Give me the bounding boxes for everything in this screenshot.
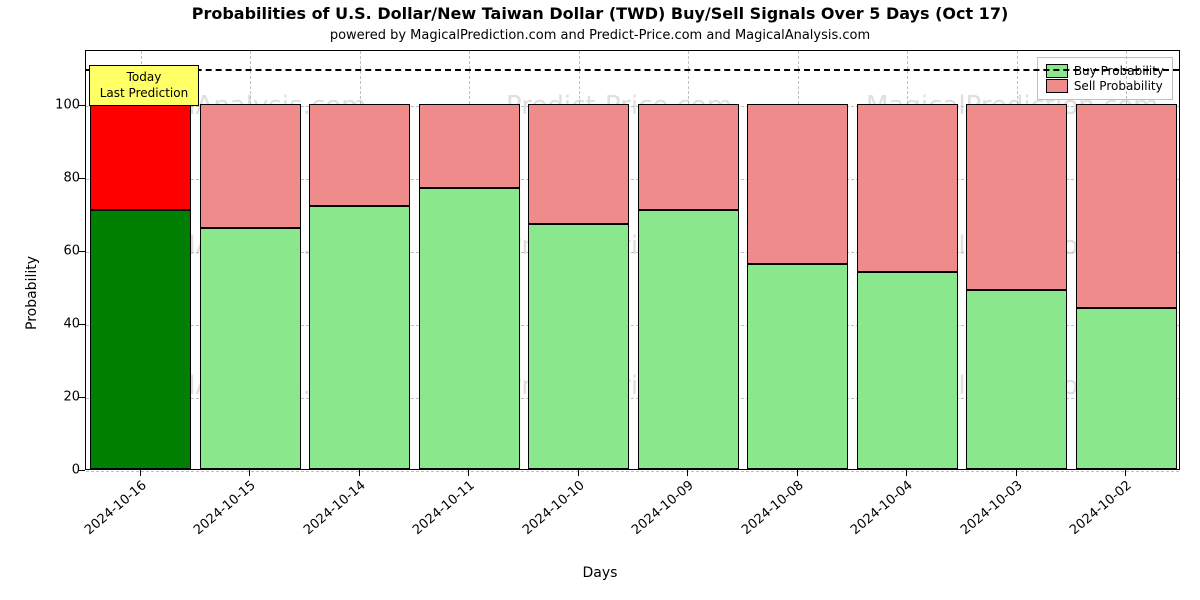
bar-group: [747, 104, 848, 469]
x-tick-mark: [140, 470, 141, 476]
bar-sell: [966, 104, 1067, 290]
annotation-line-last: Last Prediction: [100, 86, 188, 102]
bar-buy: [90, 210, 191, 469]
y-tick-mark: [79, 324, 85, 325]
bar-sell: [857, 104, 958, 272]
y-tick-mark: [79, 470, 85, 471]
x-tick-label: 2024-10-14: [301, 478, 369, 538]
bar-sell: [528, 104, 629, 225]
y-tick-label: 0: [0, 463, 80, 478]
x-tick-label: 2024-10-03: [958, 478, 1026, 538]
chart-subtitle: powered by MagicalPrediction.com and Pre…: [0, 28, 1200, 43]
bar-buy: [419, 188, 520, 469]
bar-buy: [200, 228, 301, 469]
bar-buy: [966, 290, 1067, 469]
x-tick-label: 2024-10-16: [82, 478, 150, 538]
bar-sell: [90, 104, 191, 210]
y-tick-label: 80: [0, 170, 80, 185]
bar-group: [638, 104, 739, 469]
y-tick-label: 20: [0, 389, 80, 404]
bar-buy: [309, 206, 410, 469]
bar-sell: [200, 104, 301, 228]
x-tick-label: 2024-10-04: [848, 478, 916, 538]
chart-container: Probabilities of U.S. Dollar/New Taiwan …: [0, 0, 1200, 600]
y-tick-label: 40: [0, 316, 80, 331]
bar-group: [419, 104, 520, 469]
annotation-line-today: Today: [100, 70, 188, 86]
bar-group: [90, 104, 191, 469]
bar-buy: [1076, 308, 1177, 469]
today-annotation: TodayLast Prediction: [89, 65, 199, 106]
y-tick-mark: [79, 397, 85, 398]
x-tick-mark: [1125, 470, 1126, 476]
legend-swatch: [1046, 79, 1068, 93]
bar-group: [200, 104, 301, 469]
bar-sell: [638, 104, 739, 210]
bar-buy: [747, 264, 848, 469]
x-tick-label: 2024-10-09: [629, 478, 697, 538]
legend-label: Sell Probability: [1074, 79, 1163, 93]
bar-sell: [309, 104, 410, 206]
reference-line: [86, 69, 1179, 71]
x-tick-mark: [687, 470, 688, 476]
x-tick-label: 2024-10-11: [410, 478, 478, 538]
bar-sell: [747, 104, 848, 265]
bar-group: [857, 104, 958, 469]
y-tick-label: 100: [0, 97, 80, 112]
x-tick-mark: [249, 470, 250, 476]
x-tick-label: 2024-10-15: [191, 478, 259, 538]
legend-item: Sell Probability: [1046, 79, 1164, 93]
x-tick-label: 2024-10-08: [739, 478, 807, 538]
y-tick-mark: [79, 178, 85, 179]
plot-area: MagicalAnalysis.com Predict-Price.com Ma…: [85, 50, 1180, 470]
bar-sell: [419, 104, 520, 188]
bar-group: [309, 104, 410, 469]
bar-group: [528, 104, 629, 469]
x-tick-mark: [578, 470, 579, 476]
bar-buy: [528, 224, 629, 469]
bar-buy: [857, 272, 958, 469]
x-tick-mark: [797, 470, 798, 476]
x-axis-label: Days: [0, 565, 1200, 581]
y-tick-label: 60: [0, 243, 80, 258]
x-tick-mark: [359, 470, 360, 476]
bar-group: [1076, 104, 1177, 469]
x-tick-mark: [1016, 470, 1017, 476]
bar-buy: [638, 210, 739, 469]
x-tick-mark: [906, 470, 907, 476]
legend: Buy ProbabilitySell Probability: [1037, 57, 1173, 100]
y-tick-mark: [79, 251, 85, 252]
bar-group: [966, 104, 1067, 469]
x-tick-label: 2024-10-02: [1067, 478, 1135, 538]
chart-title: Probabilities of U.S. Dollar/New Taiwan …: [0, 4, 1200, 23]
x-tick-label: 2024-10-10: [520, 478, 588, 538]
bar-sell: [1076, 104, 1177, 309]
y-tick-mark: [79, 105, 85, 106]
x-tick-mark: [468, 470, 469, 476]
